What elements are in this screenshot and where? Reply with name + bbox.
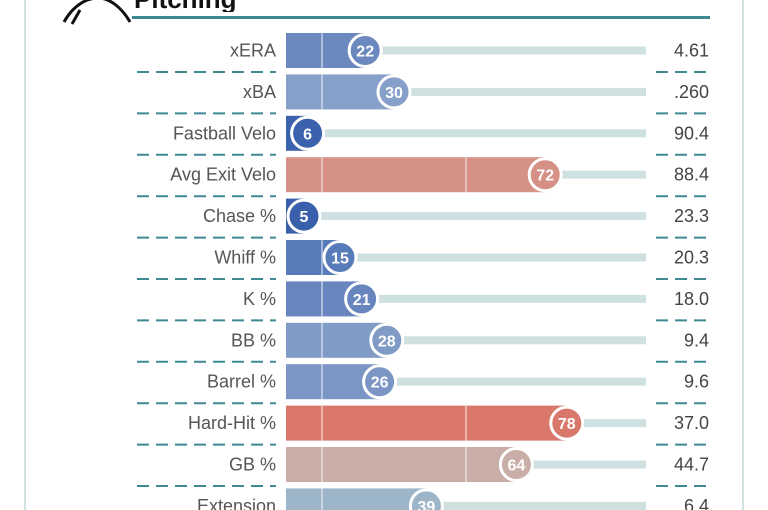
- card-border-left: [24, 0, 26, 510]
- percentile-label: 26: [371, 375, 389, 392]
- track-line: [286, 87, 646, 96]
- value-label: 20.3: [674, 248, 709, 268]
- percentile-circle: [344, 281, 380, 317]
- value-label: 9.6: [684, 372, 709, 392]
- value-label: 6.4: [684, 496, 709, 510]
- percentile-label: 28: [378, 333, 396, 350]
- value-label: .260: [674, 82, 709, 102]
- metric-label: GB %: [229, 455, 276, 475]
- metric-label: xBA: [243, 82, 276, 102]
- track-line: [286, 253, 646, 262]
- value-label: 23.3: [674, 206, 709, 226]
- percentile-circle: [376, 74, 412, 110]
- percentile-label: 30: [385, 85, 403, 102]
- percentile-circle: [347, 33, 383, 68]
- value-label: 18.0: [674, 289, 709, 309]
- percentile-label: 78: [558, 416, 576, 433]
- value-label: 90.4: [674, 123, 709, 143]
- percentile-circle: [498, 447, 534, 482]
- metric-label: Barrel %: [207, 372, 276, 392]
- metric-label: Fastball Velo: [173, 123, 276, 143]
- percentile-bar: [286, 74, 394, 110]
- metric-label: Hard-Hit %: [188, 413, 276, 433]
- track-line: [286, 501, 646, 510]
- percentile-label: 39: [418, 499, 436, 510]
- percentile-label: 5: [300, 209, 309, 226]
- percentile-circle: [408, 488, 444, 510]
- percentile-label: 72: [536, 168, 554, 185]
- percentile-circle: [362, 364, 398, 400]
- percentile-circle: [286, 198, 322, 234]
- percentile-circle: [549, 405, 585, 441]
- metric-label: xERA: [230, 41, 276, 61]
- metric-label: K %: [243, 289, 276, 309]
- metric-label: Chase %: [203, 206, 276, 226]
- percentile-label: 15: [331, 251, 349, 268]
- percentile-label: 6: [303, 126, 312, 143]
- track-line: [286, 294, 646, 303]
- value-label: 88.4: [674, 165, 709, 185]
- percentile-bar: [286, 157, 546, 193]
- percentile-circle: [290, 115, 326, 151]
- metric-label: BB %: [231, 330, 276, 350]
- track-line: [286, 377, 646, 386]
- pitcher-logo-icon: [62, 0, 132, 25]
- metric-label: Extension: [197, 496, 276, 510]
- track-line: [286, 336, 646, 345]
- value-label: 44.7: [674, 455, 709, 475]
- section-title: Pitching: [134, 0, 237, 12]
- percentile-circle: [322, 240, 358, 275]
- percentile-bar: [286, 488, 427, 510]
- percentile-circle: [369, 322, 405, 358]
- percentile-circle: [527, 157, 563, 193]
- percentile-label: 21: [353, 292, 371, 309]
- percentile-bar: [286, 405, 567, 441]
- value-label: 9.4: [684, 330, 709, 350]
- percentile-bar: [286, 447, 517, 482]
- track-line: [286, 46, 646, 55]
- percentile-label: 64: [508, 458, 526, 475]
- track-line: [286, 212, 646, 221]
- metric-label: Whiff %: [214, 248, 276, 268]
- percentile-label: 22: [356, 44, 374, 61]
- value-label: 37.0: [674, 413, 709, 433]
- title-underline: [132, 16, 710, 19]
- metric-label: Avg Exit Velo: [170, 165, 276, 185]
- card-border-right: [742, 0, 744, 510]
- track-line: [286, 129, 646, 138]
- value-label: 4.61: [674, 41, 709, 61]
